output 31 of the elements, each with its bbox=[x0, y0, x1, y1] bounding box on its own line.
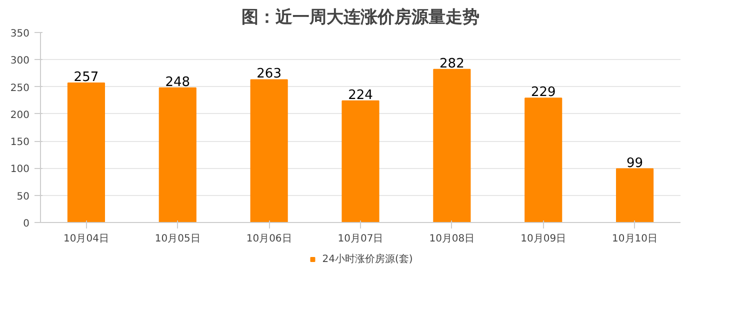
x-tick-label: 10月05日 bbox=[154, 234, 200, 244]
x-tick-label: 10月10日 bbox=[612, 234, 658, 244]
bar bbox=[524, 98, 562, 222]
legend-label: 24小时涨价房源(套) bbox=[322, 252, 413, 266]
chart-title: 图：近一周大连涨价房源量走势 bbox=[242, 8, 480, 28]
x-tick-label: 10月08日 bbox=[429, 234, 475, 244]
y-tick-label: 50 bbox=[16, 191, 30, 202]
y-tick-label: 0 bbox=[23, 218, 30, 230]
bar bbox=[616, 168, 654, 222]
y-tick-label: 150 bbox=[10, 137, 30, 148]
data-label: 224 bbox=[348, 88, 373, 103]
bar bbox=[433, 68, 471, 222]
bar bbox=[67, 82, 105, 222]
y-tick-label: 350 bbox=[10, 28, 30, 40]
y-tick-label: 250 bbox=[10, 82, 30, 94]
data-label: 282 bbox=[440, 56, 464, 72]
data-label: 99 bbox=[626, 156, 644, 171]
x-tick-label: 10月04日 bbox=[63, 234, 109, 244]
bar bbox=[250, 79, 288, 222]
data-label: 263 bbox=[256, 66, 282, 82]
data-label: 229 bbox=[530, 85, 556, 100]
bar bbox=[158, 87, 196, 222]
y-tick-label: 300 bbox=[10, 56, 30, 67]
data-label: 257 bbox=[74, 70, 99, 85]
y-tick-label: 100 bbox=[10, 164, 30, 176]
x-tick-label: 10月07日 bbox=[338, 234, 384, 244]
data-label: 248 bbox=[165, 74, 190, 90]
y-tick-label: 200 bbox=[10, 110, 30, 121]
bar bbox=[342, 100, 380, 222]
x-tick-label: 10月06日 bbox=[246, 234, 292, 244]
x-tick-label: 10月09日 bbox=[520, 234, 566, 244]
